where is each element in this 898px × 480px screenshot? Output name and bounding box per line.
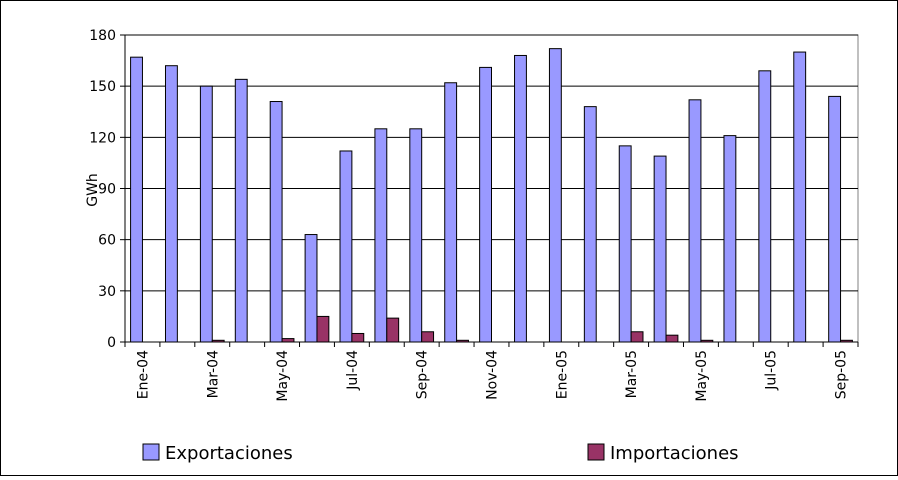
bar	[269, 101, 283, 343]
bar	[653, 155, 667, 343]
x-tick-label: Ene-04	[135, 350, 151, 399]
x-tick-label: Sep-04	[415, 350, 431, 399]
bar	[700, 339, 714, 343]
bar	[758, 70, 772, 343]
bar	[339, 150, 353, 343]
bar	[409, 128, 423, 343]
x-tick-label: Mar-05	[624, 350, 640, 398]
bar	[281, 338, 295, 343]
x-tick-label: Nov-04	[485, 350, 501, 400]
x-tick-label: Ene-05	[554, 350, 570, 399]
y-tick-label: 60	[98, 233, 116, 249]
bar	[548, 48, 562, 343]
x-tick-label: May-05	[694, 350, 710, 402]
x-tick-label: Mar-04	[205, 350, 221, 398]
bar	[316, 315, 330, 343]
bar	[688, 99, 702, 343]
y-tick-label: 90	[98, 182, 116, 198]
bar	[386, 317, 400, 343]
legend-label: Importaciones	[610, 443, 739, 464]
y-tick-label: 120	[89, 130, 116, 146]
y-axis-label: GWh	[85, 173, 101, 207]
bar	[211, 339, 225, 343]
bar	[456, 339, 469, 343]
bar	[421, 331, 435, 343]
bar	[130, 56, 143, 343]
bar	[444, 82, 458, 343]
bar	[479, 66, 493, 343]
x-tick-label: May-04	[275, 350, 291, 402]
legend-swatch	[587, 443, 605, 461]
x-tick-label: Sep-05	[834, 350, 850, 399]
bar	[723, 135, 737, 343]
bar	[374, 128, 388, 343]
y-tick-label: 150	[89, 79, 116, 95]
y-tick-label: 180	[89, 28, 116, 44]
legend-label: Exportaciones	[165, 443, 293, 464]
y-tick-label: 30	[98, 284, 116, 300]
y-tick-label: 0	[107, 335, 116, 351]
bar	[840, 339, 853, 343]
bar	[199, 85, 213, 343]
x-tick-label: Jul-04	[345, 350, 361, 391]
bar	[618, 145, 632, 343]
bar	[793, 51, 807, 343]
x-tick-label: Jul-05	[764, 350, 780, 391]
bar	[828, 95, 842, 343]
bar	[351, 332, 365, 343]
bar	[304, 234, 318, 343]
bar	[583, 106, 597, 343]
legend-swatch	[142, 443, 160, 461]
bar	[514, 54, 527, 343]
bar	[234, 78, 248, 343]
bar	[630, 331, 644, 343]
bar	[665, 334, 679, 343]
bar	[164, 65, 178, 343]
